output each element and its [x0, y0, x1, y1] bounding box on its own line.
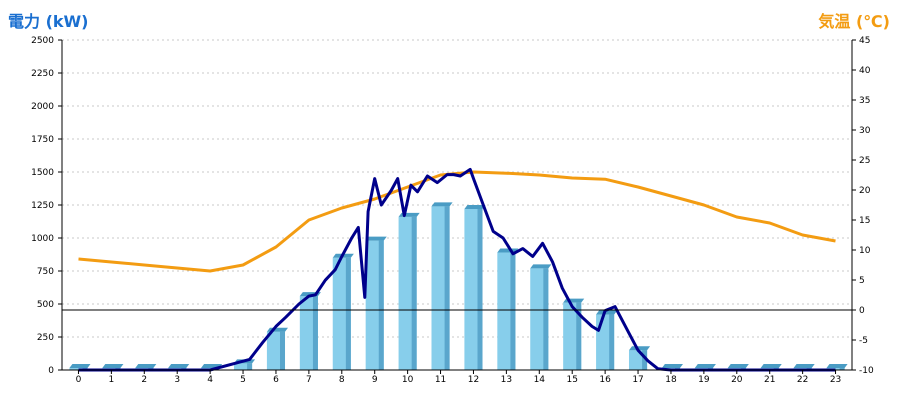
x-tick-label: 7: [306, 375, 312, 385]
x-tick-label: 14: [534, 375, 546, 385]
bar-top: [266, 327, 289, 332]
x-tick-label: 6: [273, 375, 279, 385]
y-right-tick-label: 25: [859, 156, 870, 166]
bar-side: [510, 252, 516, 370]
bar-side: [609, 314, 615, 370]
y-left-tick-label: 1750: [31, 135, 54, 145]
x-tick-label: 8: [339, 375, 345, 385]
bar: [826, 368, 845, 370]
y-left-tick-label: 250: [37, 333, 54, 343]
bar-top: [727, 364, 749, 369]
y-left-tick-label: 1000: [31, 234, 54, 244]
bar-side: [839, 368, 845, 370]
y-left-tick-label: 500: [37, 300, 54, 310]
bar-top: [530, 264, 552, 269]
bar-top: [69, 364, 91, 369]
x-tick-label: 23: [830, 375, 841, 385]
bar-top: [694, 364, 716, 369]
bar-top: [168, 364, 190, 369]
x-tick-label: 13: [501, 375, 512, 385]
bar: [233, 363, 253, 370]
x-tick-label: 4: [207, 375, 213, 385]
bar: [69, 368, 88, 370]
y-right-tick-label: 40: [859, 66, 871, 76]
y-right-tick-label: 20: [859, 186, 871, 196]
power-line: [78, 167, 836, 372]
y-right-tick-label: 45: [859, 36, 870, 46]
x-tick-label: 5: [240, 375, 246, 385]
bar-side: [378, 240, 384, 370]
temperature-line: [78, 170, 836, 273]
bar-top: [628, 346, 651, 351]
bar-side: [444, 206, 450, 370]
line-series: [78, 167, 836, 372]
bar-top: [431, 202, 453, 207]
bar-side: [411, 216, 417, 370]
y-right-tick-label: 35: [859, 96, 870, 106]
x-tick-label: 11: [435, 375, 446, 385]
x-tick-label: 0: [76, 375, 82, 385]
y-right-tick-label: -5: [859, 336, 868, 346]
y-right-tick-label: 15: [859, 216, 870, 226]
bar-top: [596, 310, 618, 315]
y-left-tick-label: 1500: [31, 168, 54, 178]
bar-side: [642, 350, 648, 370]
x-tick-label: 16: [599, 375, 611, 385]
bar-top: [661, 364, 684, 369]
x-tick-label: 9: [372, 375, 378, 385]
bar-top: [102, 364, 124, 369]
bar-top: [398, 212, 420, 217]
bar-top: [365, 236, 387, 241]
y-left-tick-label: 1250: [31, 201, 54, 211]
x-tick-label: 19: [698, 375, 710, 385]
x-tick-label: 10: [402, 375, 414, 385]
y-axis-right-title: 気温 (℃): [818, 12, 890, 31]
bar-side: [345, 257, 351, 370]
bar-top: [760, 364, 782, 369]
bar-side: [247, 363, 253, 370]
tick-labels: 02505007501000125015001750200022502500-1…: [31, 36, 874, 385]
y-right-tick-label: 10: [859, 246, 871, 256]
y-left-tick-label: 0: [48, 366, 54, 376]
x-tick-label: 18: [665, 375, 677, 385]
x-tick-label: 15: [566, 375, 577, 385]
x-tick-label: 2: [141, 375, 147, 385]
bar-side: [477, 208, 483, 370]
bar-side: [312, 296, 318, 370]
x-tick-label: 21: [764, 375, 775, 385]
bar-top: [135, 364, 157, 369]
axes: [58, 39, 856, 374]
bar-series: [69, 202, 848, 370]
x-tick-label: 22: [797, 375, 808, 385]
bar-side: [543, 268, 549, 370]
y-right-tick-label: 0: [859, 306, 865, 316]
bar-top: [826, 364, 848, 369]
y-left-tick-label: 2500: [31, 36, 54, 46]
y-right-tick-label: -10: [859, 366, 874, 376]
y-axis-left-title: 電力 (kW): [8, 12, 89, 31]
x-tick-label: 3: [174, 375, 180, 385]
y-left-tick-label: 2250: [31, 69, 54, 79]
y-right-tick-label: 5: [859, 276, 865, 286]
bar-side: [280, 331, 286, 370]
bar-side: [576, 302, 582, 370]
x-tick-label: 1: [109, 375, 115, 385]
x-tick-label: 12: [468, 375, 479, 385]
y-left-tick-label: 2000: [31, 102, 54, 112]
x-tick-label: 17: [632, 375, 643, 385]
y-left-tick-label: 750: [37, 267, 54, 277]
bar-top: [563, 298, 585, 303]
bar-top: [793, 364, 815, 369]
y-right-tick-label: 30: [859, 126, 871, 136]
bar-top: [464, 204, 486, 209]
x-tick-label: 20: [731, 375, 743, 385]
grid-lines: [62, 39, 852, 371]
